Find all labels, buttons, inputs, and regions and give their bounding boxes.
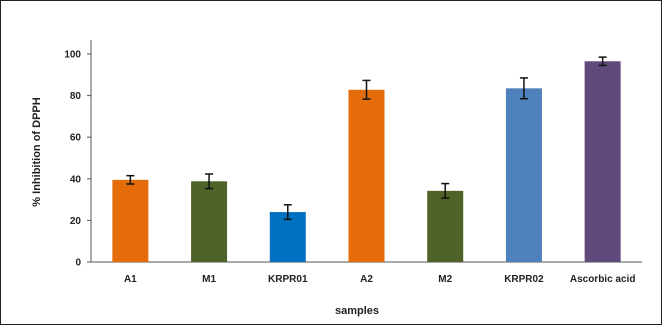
y-axis-title: % Inhibition of DPPH: [31, 97, 43, 206]
y-tick-label: 40: [70, 174, 82, 185]
bars: [112, 61, 621, 262]
bar-krpr02: [505, 88, 542, 262]
error-bars: [126, 56, 607, 221]
bar-krpr01: [269, 212, 306, 262]
x-tick-label: M2: [438, 274, 452, 285]
bar-a1: [112, 179, 149, 262]
y-tick-label: 0: [75, 258, 81, 269]
y-tick-label: 60: [70, 133, 82, 144]
x-tick-label: Ascorbic acid: [570, 274, 636, 285]
bar-m2: [427, 190, 464, 262]
x-tick-label: KRPR02: [504, 274, 544, 285]
x-tick-label: A2: [360, 274, 373, 285]
x-tick-label: A1: [124, 274, 137, 285]
x-tick-label: M1: [202, 274, 216, 285]
y-tick-label: 80: [70, 91, 82, 102]
y-tick-label: 20: [70, 216, 82, 227]
y-tick-label: 100: [64, 50, 81, 61]
bar-ascorbic-acid: [584, 61, 621, 262]
x-tick-label: KRPR01: [268, 274, 308, 285]
bar-a2: [348, 89, 385, 262]
x-axis-title: samples: [335, 305, 379, 317]
y-tick-labels: 0 20 40 60 80 100: [64, 50, 81, 269]
bar-m1: [191, 181, 228, 262]
x-tick-labels: A1 M1 KRPR01 A2 M2 KRPR02 Ascorbic acid: [124, 274, 635, 285]
